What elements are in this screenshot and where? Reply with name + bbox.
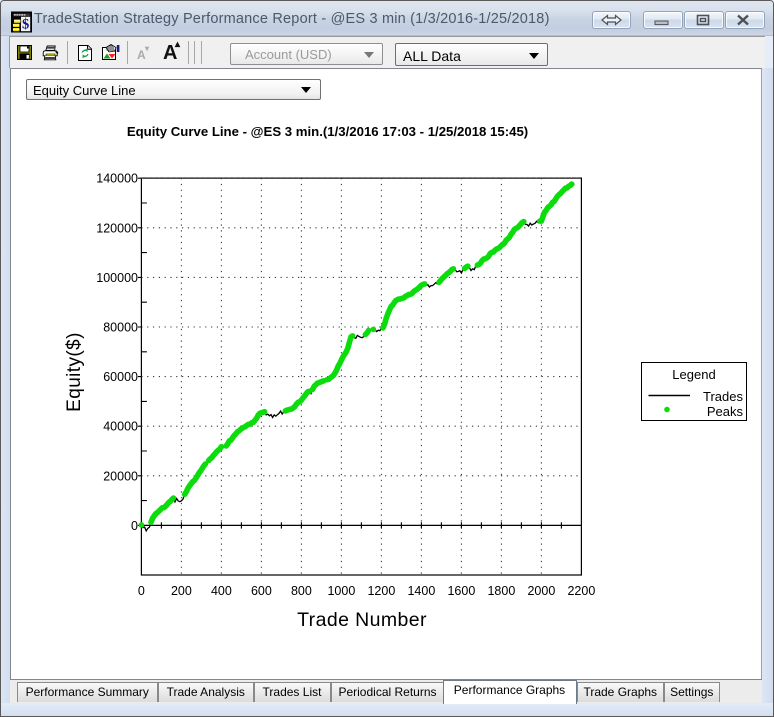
- svg-text:1800: 1800: [487, 584, 515, 598]
- svg-text:1000: 1000: [327, 584, 355, 598]
- svg-text:1600: 1600: [447, 584, 475, 598]
- svg-text:80000: 80000: [103, 321, 138, 335]
- svg-text:140000: 140000: [96, 172, 138, 186]
- svg-text:1200: 1200: [367, 584, 395, 598]
- svg-text:40000: 40000: [103, 420, 138, 434]
- svg-text:400: 400: [211, 584, 232, 598]
- svg-text:100000: 100000: [96, 271, 138, 285]
- svg-text:60000: 60000: [103, 370, 138, 384]
- svg-text:20000: 20000: [103, 469, 138, 483]
- svg-text:200: 200: [171, 584, 192, 598]
- svg-text:1400: 1400: [407, 584, 435, 598]
- svg-text:$: $: [22, 16, 29, 32]
- svg-text:2200: 2200: [567, 584, 595, 598]
- svg-text:Equity($): Equity($): [64, 332, 85, 412]
- svg-text:120000: 120000: [96, 221, 138, 235]
- svg-text:600: 600: [251, 584, 272, 598]
- svg-text:0: 0: [138, 584, 145, 598]
- svg-text:Trade Number: Trade Number: [297, 609, 427, 631]
- svg-text:0: 0: [131, 519, 138, 533]
- svg-text:2000: 2000: [527, 584, 555, 598]
- svg-text:800: 800: [291, 584, 312, 598]
